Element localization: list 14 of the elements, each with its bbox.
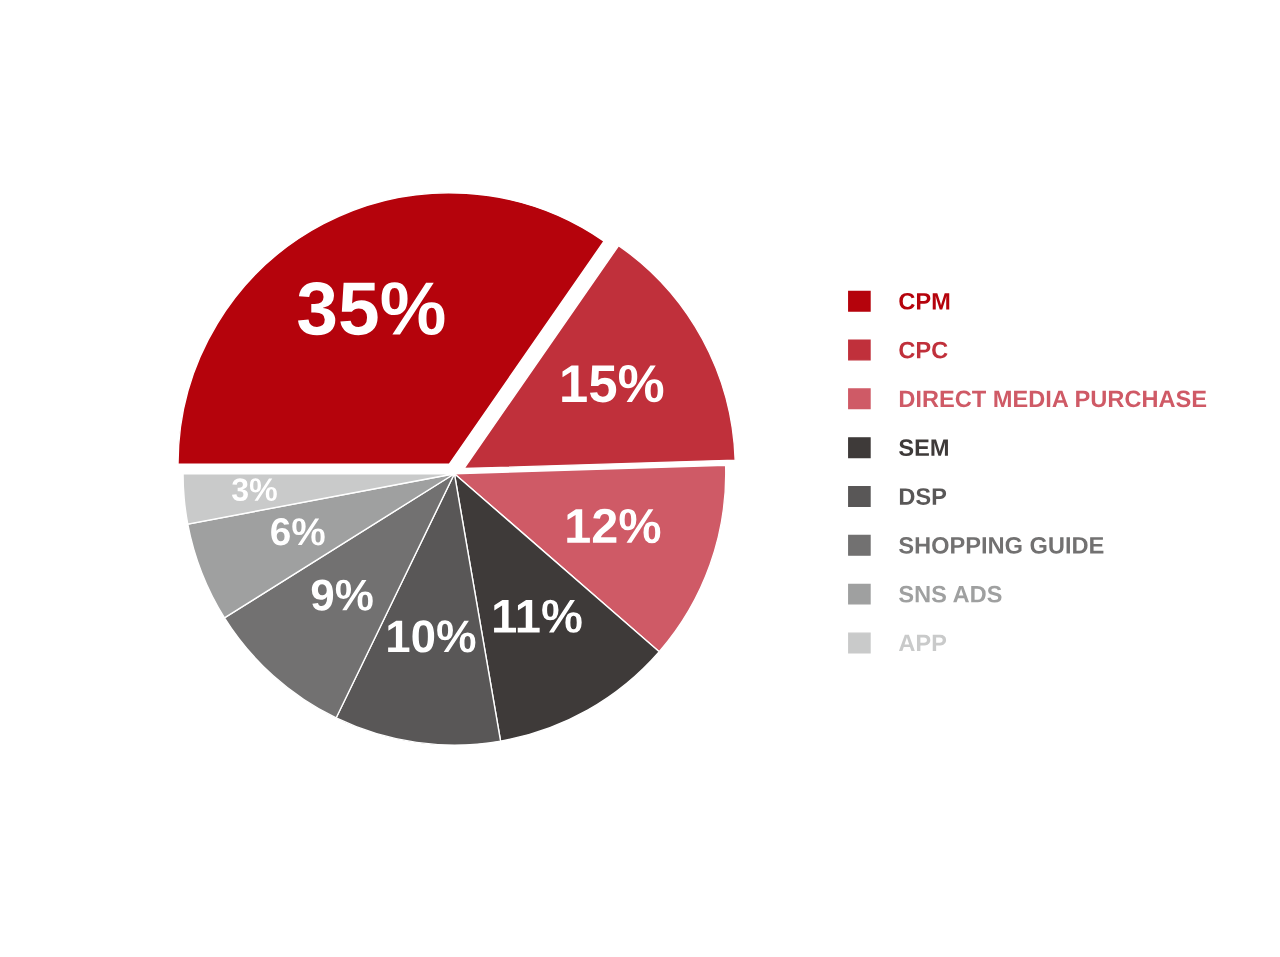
legend-label: SHOPPING GUIDE [899,536,1104,554]
data-label: 10% [388,620,476,653]
data-label: 11% [494,599,582,633]
legend-label: CPC [899,341,948,359]
legend-label: SEM [899,439,948,457]
data-label: 35% [298,282,445,336]
legend-label: CPM [899,292,950,310]
data-label: 15% [562,365,664,403]
legend-label: DIRECT MEDIA PURCHASE [899,390,1207,408]
data-label: 9% [311,579,373,611]
legend-label: DSP [899,488,947,505]
data-label: 6% [271,518,325,546]
legend-label: SNS ADS [899,585,1002,603]
data-label: 12% [567,508,661,544]
